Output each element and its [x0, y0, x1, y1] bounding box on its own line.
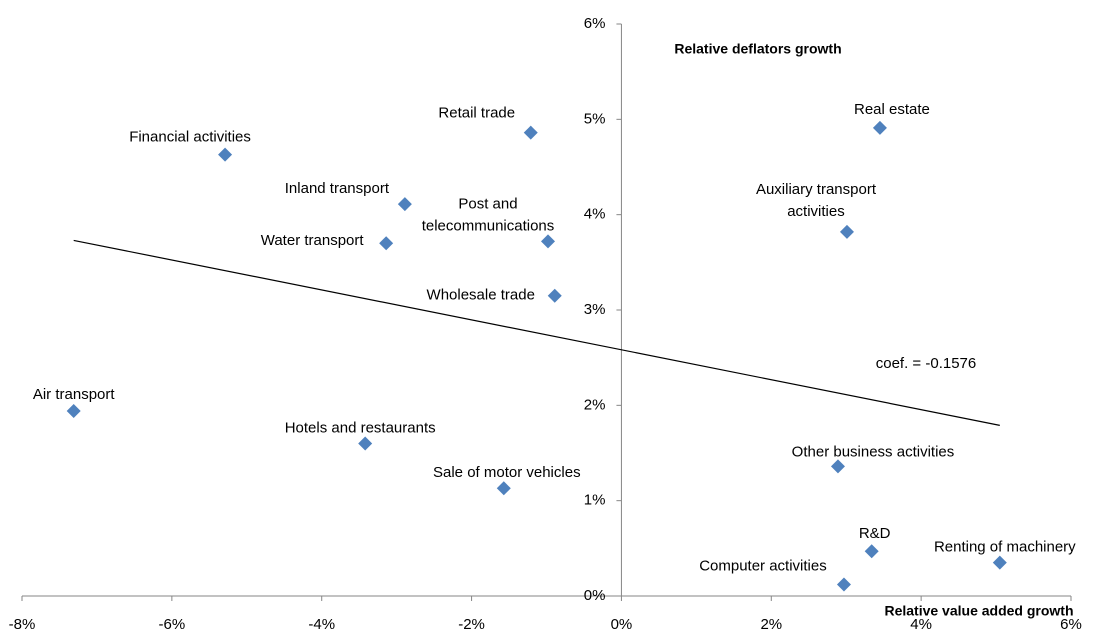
data-point — [358, 436, 373, 451]
point-label: Auxiliary transport — [756, 181, 877, 198]
x-axis-title: Relative value added growth — [884, 603, 1073, 619]
trend-line — [73, 239, 1000, 426]
x-tick-label: -8% — [9, 616, 36, 632]
x-tick-label: -6% — [159, 616, 186, 632]
x-tick-label: -2% — [458, 616, 485, 632]
point-label: R&D — [859, 525, 891, 542]
y-tick-label: 1% — [584, 492, 606, 509]
point-label: telecommunications — [422, 217, 555, 234]
data-point — [864, 544, 879, 559]
point-label: Inland transport — [285, 180, 390, 197]
point-label: Computer activities — [699, 558, 827, 575]
y-axis-title: Relative deflators growth — [674, 41, 841, 57]
y-tick-label: 3% — [584, 301, 606, 318]
y-tick-label: 2% — [584, 396, 606, 413]
data-point — [496, 481, 511, 496]
data-point — [547, 288, 562, 303]
point-label: Real estate — [854, 101, 930, 118]
data-point — [830, 459, 845, 474]
point-label: Air transport — [33, 386, 116, 403]
x-tick-label: -4% — [308, 616, 335, 632]
data-point — [523, 125, 538, 140]
point-label: Wholesale trade — [427, 287, 535, 304]
y-tick-label: 6% — [584, 15, 606, 32]
coefficient-annotation: coef. = -0.1576 — [876, 355, 977, 372]
point-label: Water transport — [261, 232, 365, 249]
point-label: Financial activities — [129, 129, 251, 146]
y-tick-label: 4% — [584, 206, 606, 223]
data-point — [379, 236, 394, 251]
point-label: Renting of machinery — [934, 539, 1076, 556]
data-point — [836, 577, 851, 592]
point-label: Other business activities — [792, 443, 955, 460]
point-label: Sale of motor vehicles — [433, 464, 581, 481]
point-label: activities — [787, 203, 845, 220]
data-point — [540, 234, 555, 249]
data-point — [872, 120, 887, 135]
data-point — [992, 555, 1007, 570]
point-label: Retail trade — [438, 105, 515, 122]
point-label: Hotels and restaurants — [285, 419, 436, 436]
x-tick-label: 4% — [910, 616, 932, 632]
data-point — [66, 404, 81, 419]
point-label: Post and — [458, 195, 517, 212]
x-tick-label: 2% — [760, 616, 782, 632]
data-point — [218, 147, 233, 162]
x-tick-label: 6% — [1060, 616, 1082, 632]
x-tick-label: 0% — [611, 616, 633, 632]
data-point — [839, 224, 854, 239]
data-point — [397, 197, 412, 212]
y-tick-label: 5% — [584, 110, 606, 127]
y-tick-label: 0% — [584, 587, 606, 604]
